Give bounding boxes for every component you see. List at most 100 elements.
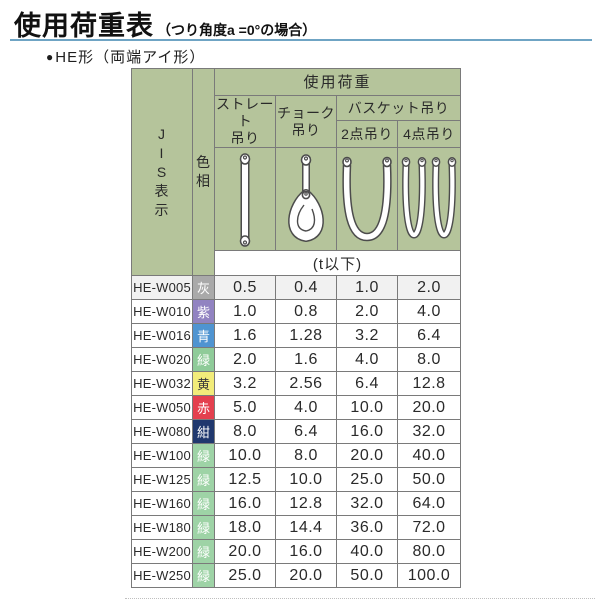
value-choker: 2.56	[275, 371, 337, 396]
page-title: 使用荷重表 （つり角度a =0°の場合）	[14, 4, 316, 43]
value-straight: 3.2	[214, 371, 276, 396]
jis-code: HE-W050	[131, 395, 193, 420]
basket-2pt-sling-cell	[336, 147, 398, 251]
value-straight: 5.0	[214, 395, 276, 420]
color-chip: 青	[192, 323, 215, 348]
page-title-main: 使用荷重表	[14, 11, 154, 41]
table-row: HE-W125 緑 12.5 10.0 25.0 50.0	[131, 467, 462, 492]
straight-hitch-header: ストレート 吊り	[214, 95, 276, 148]
value-straight: 10.0	[214, 443, 276, 468]
value-straight: 2.0	[214, 347, 276, 372]
jis-code: HE-W160	[131, 491, 193, 516]
color-chip: 黄	[192, 371, 215, 396]
color-chip: 緑	[192, 491, 215, 516]
value-basket-2pt: 50.0	[336, 563, 398, 588]
jis-code: HE-W100	[131, 443, 193, 468]
straight-sling-cell	[214, 147, 276, 251]
value-basket-2pt: 36.0	[336, 515, 398, 540]
value-choker: 0.4	[275, 275, 337, 300]
jis-code: HE-W200	[131, 539, 193, 564]
value-basket-2pt: 10.0	[336, 395, 398, 420]
color-chip: 紫	[192, 299, 215, 324]
value-straight: 18.0	[214, 515, 276, 540]
color-chip: 紺	[192, 419, 215, 444]
value-basket-4pt: 4.0	[396, 299, 462, 324]
choker-sling-cell	[275, 147, 337, 251]
color-chip: 緑	[192, 563, 215, 588]
value-basket-2pt: 1.0	[336, 275, 398, 300]
value-choker: 20.0	[275, 563, 337, 588]
table-row: HE-W160 緑 16.0 12.8 32.0 64.0	[131, 491, 462, 516]
value-straight: 25.0	[214, 563, 276, 588]
color-chip: 緑	[192, 515, 215, 540]
choker-hitch-line2: 吊り	[291, 121, 321, 138]
value-basket-2pt: 3.2	[336, 323, 398, 348]
color-chip: 緑	[192, 347, 215, 372]
value-choker: 1.28	[275, 323, 337, 348]
value-straight: 20.0	[214, 539, 276, 564]
jis-code: HE-W180	[131, 515, 193, 540]
value-basket-2pt: 32.0	[336, 491, 398, 516]
table-row: HE-W050 赤 5.0 4.0 10.0 20.0	[131, 395, 462, 420]
title-underline-rule	[10, 39, 592, 41]
value-basket-4pt: 32.0	[396, 419, 462, 444]
jis-code: HE-W032	[131, 371, 193, 396]
basket-2pt-sling-icon	[342, 156, 392, 242]
color-chip: 緑	[192, 539, 215, 564]
value-basket-2pt: 16.0	[336, 419, 398, 444]
value-choker: 10.0	[275, 467, 337, 492]
table-row: HE-W020 緑 2.0 1.6 4.0 8.0	[131, 347, 462, 372]
value-basket-4pt: 6.4	[396, 323, 462, 348]
jis-code: HE-W010	[131, 299, 193, 324]
color-chip: 緑	[192, 443, 215, 468]
value-choker: 14.4	[275, 515, 337, 540]
choker-hitch-header: チョーク 吊り	[275, 95, 337, 148]
table-row: HE-W016 青 1.6 1.28 3.2 6.4	[131, 323, 462, 348]
value-choker: 16.0	[275, 539, 337, 564]
jis-code: HE-W125	[131, 467, 193, 492]
table-row: HE-W005 灰 0.5 0.4 1.0 2.0	[131, 275, 462, 300]
value-choker: 0.8	[275, 299, 337, 324]
value-basket-4pt: 20.0	[396, 395, 462, 420]
color-header: 色相	[192, 68, 215, 276]
value-straight: 1.0	[214, 299, 276, 324]
value-straight: 1.6	[214, 323, 276, 348]
value-straight: 12.5	[214, 467, 276, 492]
value-basket-4pt: 40.0	[396, 443, 462, 468]
value-basket-4pt: 50.0	[396, 467, 462, 492]
value-basket-4pt: 2.0	[396, 275, 462, 300]
color-chip: 赤	[192, 395, 215, 420]
jis-code: HE-W016	[131, 323, 193, 348]
value-basket-2pt: 25.0	[336, 467, 398, 492]
table-row: HE-W250 緑 25.0 20.0 50.0 100.0	[131, 563, 462, 588]
unit-row: (t以下)	[213, 250, 462, 276]
basket-2pt-header: 2点吊り	[336, 120, 398, 148]
value-straight: 8.0	[214, 419, 276, 444]
value-basket-4pt: 100.0	[396, 563, 462, 588]
basket-4pt-sling-cell	[396, 147, 462, 251]
value-basket-4pt: 8.0	[396, 347, 462, 372]
straight-hitch-line2: 吊り	[230, 130, 260, 146]
table-row: HE-W010 紫 1.0 0.8 2.0 4.0	[131, 299, 462, 324]
bottom-divider	[125, 598, 595, 599]
table-row: HE-W100 緑 10.0 8.0 20.0 40.0	[131, 443, 462, 468]
value-basket-2pt: 20.0	[336, 443, 398, 468]
value-basket-4pt: 72.0	[396, 515, 462, 540]
value-straight: 0.5	[214, 275, 276, 300]
value-straight: 16.0	[214, 491, 276, 516]
value-choker: 4.0	[275, 395, 337, 420]
jis-code: HE-W020	[131, 347, 193, 372]
table-row: HE-W180 緑 18.0 14.4 36.0 72.0	[131, 515, 462, 540]
value-basket-4pt: 12.8	[396, 371, 462, 396]
color-chip: 灰	[192, 275, 215, 300]
value-choker: 8.0	[275, 443, 337, 468]
jis-code: HE-W005	[131, 275, 193, 300]
bullet-icon: ●	[46, 49, 55, 64]
section-heading: ● HE形（両端アイ形）	[46, 46, 205, 67]
value-choker: 12.8	[275, 491, 337, 516]
value-basket-2pt: 4.0	[336, 347, 398, 372]
table-row: HE-W032 黄 3.2 2.56 6.4 12.8	[131, 371, 462, 396]
value-choker: 1.6	[275, 347, 337, 372]
